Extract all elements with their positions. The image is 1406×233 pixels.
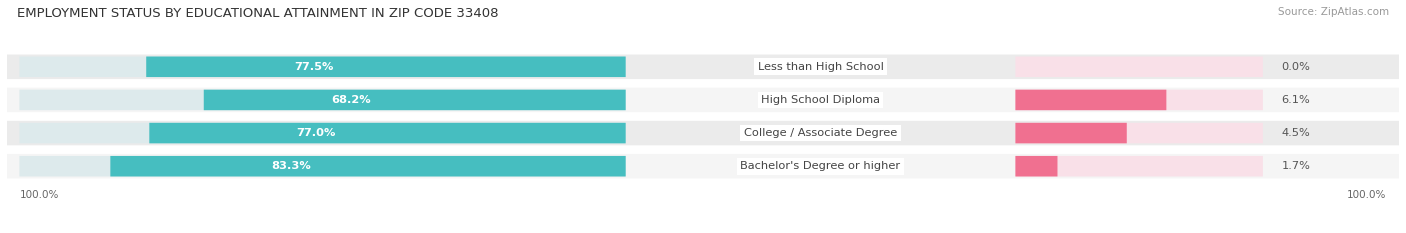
FancyBboxPatch shape	[1015, 123, 1263, 143]
FancyBboxPatch shape	[20, 123, 626, 143]
Text: 77.5%: 77.5%	[294, 62, 333, 72]
FancyBboxPatch shape	[1015, 156, 1263, 176]
FancyBboxPatch shape	[20, 156, 626, 176]
FancyBboxPatch shape	[146, 57, 626, 77]
Text: 0.0%: 0.0%	[1281, 62, 1310, 72]
Text: 100.0%: 100.0%	[1347, 190, 1386, 200]
FancyBboxPatch shape	[149, 123, 626, 143]
FancyBboxPatch shape	[7, 154, 1399, 178]
FancyBboxPatch shape	[1015, 123, 1126, 143]
Text: EMPLOYMENT STATUS BY EDUCATIONAL ATTAINMENT IN ZIP CODE 33408: EMPLOYMENT STATUS BY EDUCATIONAL ATTAINM…	[17, 7, 498, 20]
Text: 77.0%: 77.0%	[297, 128, 336, 138]
FancyBboxPatch shape	[110, 156, 626, 176]
Text: 4.5%: 4.5%	[1281, 128, 1310, 138]
Text: Bachelor's Degree or higher: Bachelor's Degree or higher	[741, 161, 901, 171]
FancyBboxPatch shape	[7, 121, 1399, 145]
FancyBboxPatch shape	[7, 88, 1399, 112]
Text: College / Associate Degree: College / Associate Degree	[744, 128, 897, 138]
Text: Less than High School: Less than High School	[758, 62, 883, 72]
FancyBboxPatch shape	[20, 90, 626, 110]
Text: 83.3%: 83.3%	[271, 161, 311, 171]
FancyBboxPatch shape	[1015, 156, 1057, 176]
Text: 100.0%: 100.0%	[20, 190, 59, 200]
FancyBboxPatch shape	[7, 55, 1399, 79]
FancyBboxPatch shape	[1015, 90, 1263, 110]
FancyBboxPatch shape	[204, 90, 626, 110]
Text: 1.7%: 1.7%	[1281, 161, 1310, 171]
Text: High School Diploma: High School Diploma	[761, 95, 880, 105]
Text: 68.2%: 68.2%	[332, 95, 371, 105]
FancyBboxPatch shape	[1015, 90, 1167, 110]
Text: 6.1%: 6.1%	[1281, 95, 1310, 105]
Text: Source: ZipAtlas.com: Source: ZipAtlas.com	[1278, 7, 1389, 17]
FancyBboxPatch shape	[20, 57, 626, 77]
FancyBboxPatch shape	[1015, 57, 1263, 77]
